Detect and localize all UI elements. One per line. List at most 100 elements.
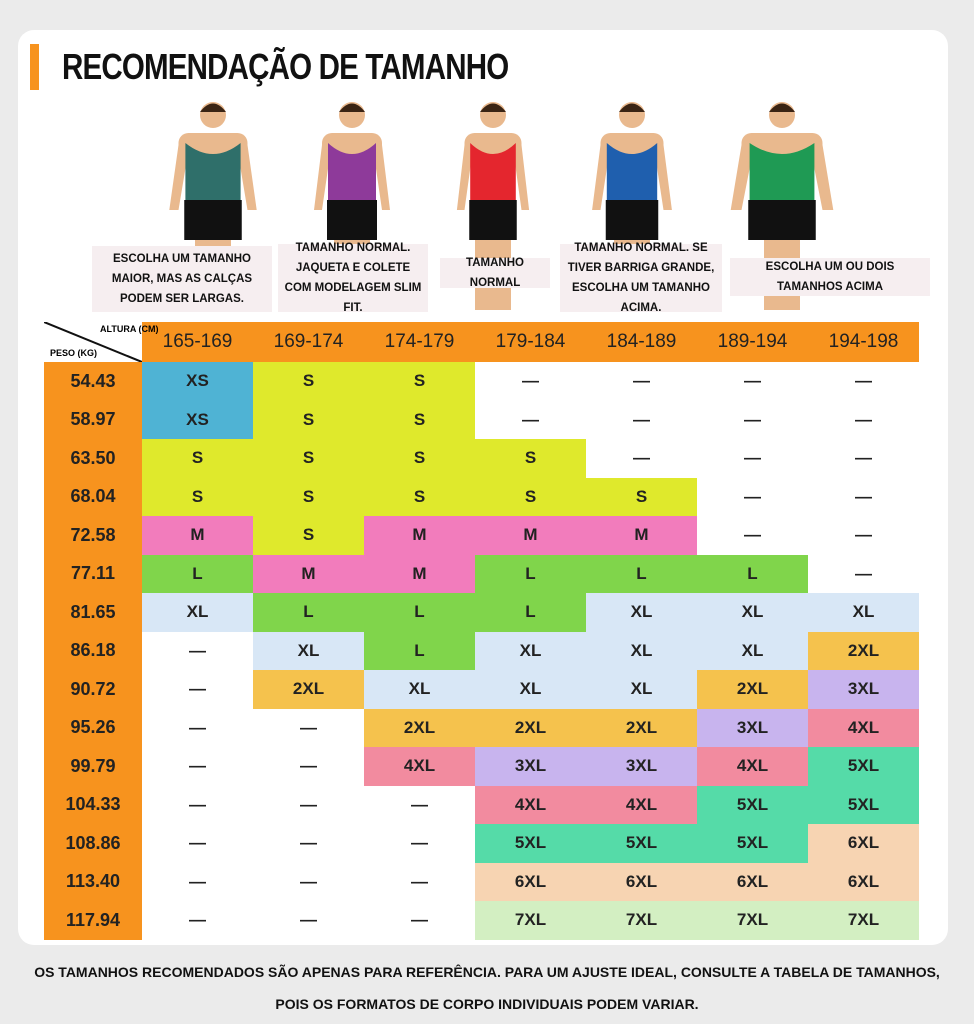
arms — [730, 145, 834, 210]
table-row: 81.65 XL L L L XL XL XL — [44, 593, 919, 632]
footer-note: OS TAMANHOS RECOMENDADOS SÃO APENAS PARA… — [34, 964, 940, 1012]
size-cell: S — [253, 362, 364, 401]
table-row: 72.58 M S M M M — — — [44, 516, 919, 555]
title: RECOMENDAÇÃO DE TAMANHO — [62, 46, 509, 87]
size-cell: L — [142, 554, 253, 593]
size-cell: 4XL — [475, 785, 586, 824]
size-cell: S — [253, 400, 364, 439]
table-row: 86.18— XL L XL XL XL 2XL — [44, 631, 919, 670]
size-cell: — — [475, 400, 586, 439]
size-cell: — — [364, 901, 475, 940]
size-cell: — — [586, 400, 697, 439]
size-cell: S — [364, 362, 475, 401]
weight-cell: 117.94 — [44, 901, 142, 940]
shorts — [748, 200, 816, 240]
size-cell: XS — [142, 400, 253, 439]
shorts — [469, 200, 517, 240]
size-cell: XL — [475, 631, 586, 670]
size-cell: S — [586, 477, 697, 516]
size-cell: XL — [586, 631, 697, 670]
size-cell: S — [364, 439, 475, 478]
size-cell: — — [142, 631, 253, 670]
size-cell: 5XL — [808, 747, 919, 786]
tank-top — [606, 143, 658, 200]
height-header: 189-194 — [717, 331, 788, 352]
size-cell: 3XL — [586, 747, 697, 786]
size-cell: 5XL — [475, 824, 586, 863]
table-row: 99.79— —4XL 3XL 3XL 4XL 5XL — [44, 747, 919, 786]
weight-cell: 72.58 — [44, 516, 142, 555]
size-cell: S — [253, 439, 364, 478]
size-table: ALTURA (CM) PESO (KG) 165-169 169-174 174-17… — [44, 322, 919, 940]
tank-top — [328, 143, 376, 200]
figure-note: ESCOLHA UM TAMANHO MAIOR, MAS AS CALÇAS … — [92, 246, 272, 312]
figure-note: TAMANHO NORMAL. SE TIVER BARRIGA GRANDE,… — [560, 242, 722, 314]
corner: ALTURA (CM) PESO (KG) — [44, 322, 158, 362]
corner-line — [44, 322, 142, 362]
size-cell: 6XL — [586, 862, 697, 901]
size-cell: — — [808, 439, 919, 478]
size-cell: M — [475, 516, 586, 555]
table-row: 63.50 S S S S — — — — [44, 439, 919, 478]
size-cell: S — [475, 439, 586, 478]
size-cell: XL — [364, 670, 475, 709]
size-cell: 5XL — [808, 785, 919, 824]
size-cell: L — [697, 554, 808, 593]
size-cell: — — [142, 670, 253, 709]
size-cell: 5XL — [697, 824, 808, 863]
weight-cell: 99.79 — [44, 747, 142, 786]
weight-cell: 81.65 — [44, 593, 142, 632]
size-cell: XS — [142, 362, 253, 401]
size-cell: L — [475, 554, 586, 593]
size-cell: 3XL — [808, 670, 919, 709]
size-cell: — — [697, 400, 808, 439]
table-row: 117.94— — —7XL 7XL 7XL 7XL — [44, 901, 919, 940]
size-cell: M — [364, 516, 475, 555]
size-cell: — — [808, 362, 919, 401]
header-row: ALTURA (CM) PESO (KG) 165-169 169-174 174-17… — [44, 322, 919, 362]
size-cell: — — [808, 554, 919, 593]
size-cell: — — [253, 901, 364, 940]
size-cell: 4XL — [808, 708, 919, 747]
size-cell: 6XL — [808, 862, 919, 901]
height-header: 194-198 — [828, 331, 899, 352]
size-cell: S — [253, 516, 364, 555]
hair — [769, 103, 795, 112]
size-cell: S — [364, 477, 475, 516]
size-cell: XL — [142, 593, 253, 632]
size-cell: S — [142, 477, 253, 516]
size-cell: 6XL — [475, 862, 586, 901]
arms — [169, 145, 257, 210]
size-cell: 7XL — [697, 901, 808, 940]
table-row: 77.11 L M M L L L — — [44, 554, 919, 593]
weight-cell: 86.18 — [44, 631, 142, 670]
table-row: 68.04 S S S S S — — — [44, 477, 919, 516]
height-header: 179-184 — [495, 331, 566, 352]
weight-cell: 77.11 — [44, 554, 142, 593]
size-cell: L — [253, 593, 364, 632]
size-cell: S — [142, 439, 253, 478]
weight-cell: 95.26 — [44, 708, 142, 747]
size-cell: M — [142, 516, 253, 555]
size-cell: XL — [586, 670, 697, 709]
size-cell: XL — [475, 670, 586, 709]
figures — [169, 102, 834, 310]
tank-top — [185, 143, 241, 200]
size-cell: — — [142, 824, 253, 863]
table-row: 90.72—2XL XL XL XL 2XL 3XL — [44, 670, 919, 709]
table-row: 104.33— — —4XL 4XL 5XL 5XL — [44, 785, 919, 824]
weight-cell: 104.33 — [44, 785, 142, 824]
shorts — [605, 200, 659, 240]
height-header: 174-179 — [384, 331, 455, 352]
figure-note: ESCOLHA UM OU DOIS TAMANHOS ACIMA — [730, 258, 930, 296]
size-cell: 3XL — [697, 708, 808, 747]
table-row: 95.26— —2XL 2XL 2XL 3XL 4XL — [44, 708, 919, 747]
size-cell: — — [697, 477, 808, 516]
size-cell: — — [142, 901, 253, 940]
size-cell: — — [142, 862, 253, 901]
size-cell: 2XL — [808, 631, 919, 670]
size-cell: XL — [808, 593, 919, 632]
hair — [619, 103, 645, 112]
size-cell: — — [364, 862, 475, 901]
size-cell: M — [253, 554, 364, 593]
